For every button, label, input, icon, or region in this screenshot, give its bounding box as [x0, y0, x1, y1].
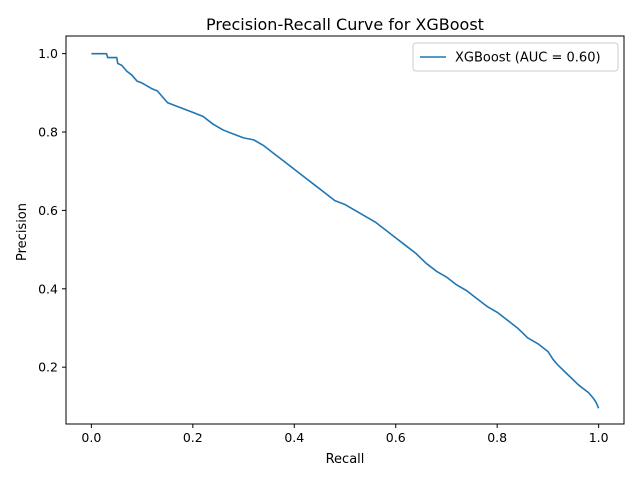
x-tick-label-1: 0.2 — [183, 430, 203, 445]
y-tick-label-4: 1.0 — [38, 46, 58, 61]
y-tick-label-1: 0.4 — [38, 281, 58, 296]
axes-frame — [65, 35, 625, 425]
plot-area: 0.0 0.2 0.4 0.6 0.8 1.0 0.2 0.4 0.6 0.8 1.0 — [38, 35, 625, 445]
x-tick-label-4: 0.8 — [487, 430, 507, 445]
x-axis-label: Recall — [326, 452, 365, 467]
y-tick-label-2: 0.6 — [38, 203, 58, 218]
x-tick-label-2: 0.4 — [284, 430, 304, 445]
legend: XGBoost (AUC = 0.60) — [412, 42, 619, 72]
y-axis-label: Precision — [15, 203, 30, 261]
series-line-0 — [91, 52, 600, 409]
y-tick-label-3: 0.8 — [38, 125, 58, 140]
x-tick-label-3: 0.6 — [386, 430, 406, 445]
legend-frame — [412, 42, 619, 72]
x-tick-label-0: 0.0 — [81, 430, 101, 445]
chart-title: Precision-Recall Curve for XGBoost — [206, 15, 484, 34]
y-tick-label-0: 0.2 — [38, 360, 58, 375]
x-tick-label-5: 1.0 — [589, 430, 609, 445]
legend-label-xgboost: XGBoost (AUC = 0.60) — [455, 51, 601, 66]
